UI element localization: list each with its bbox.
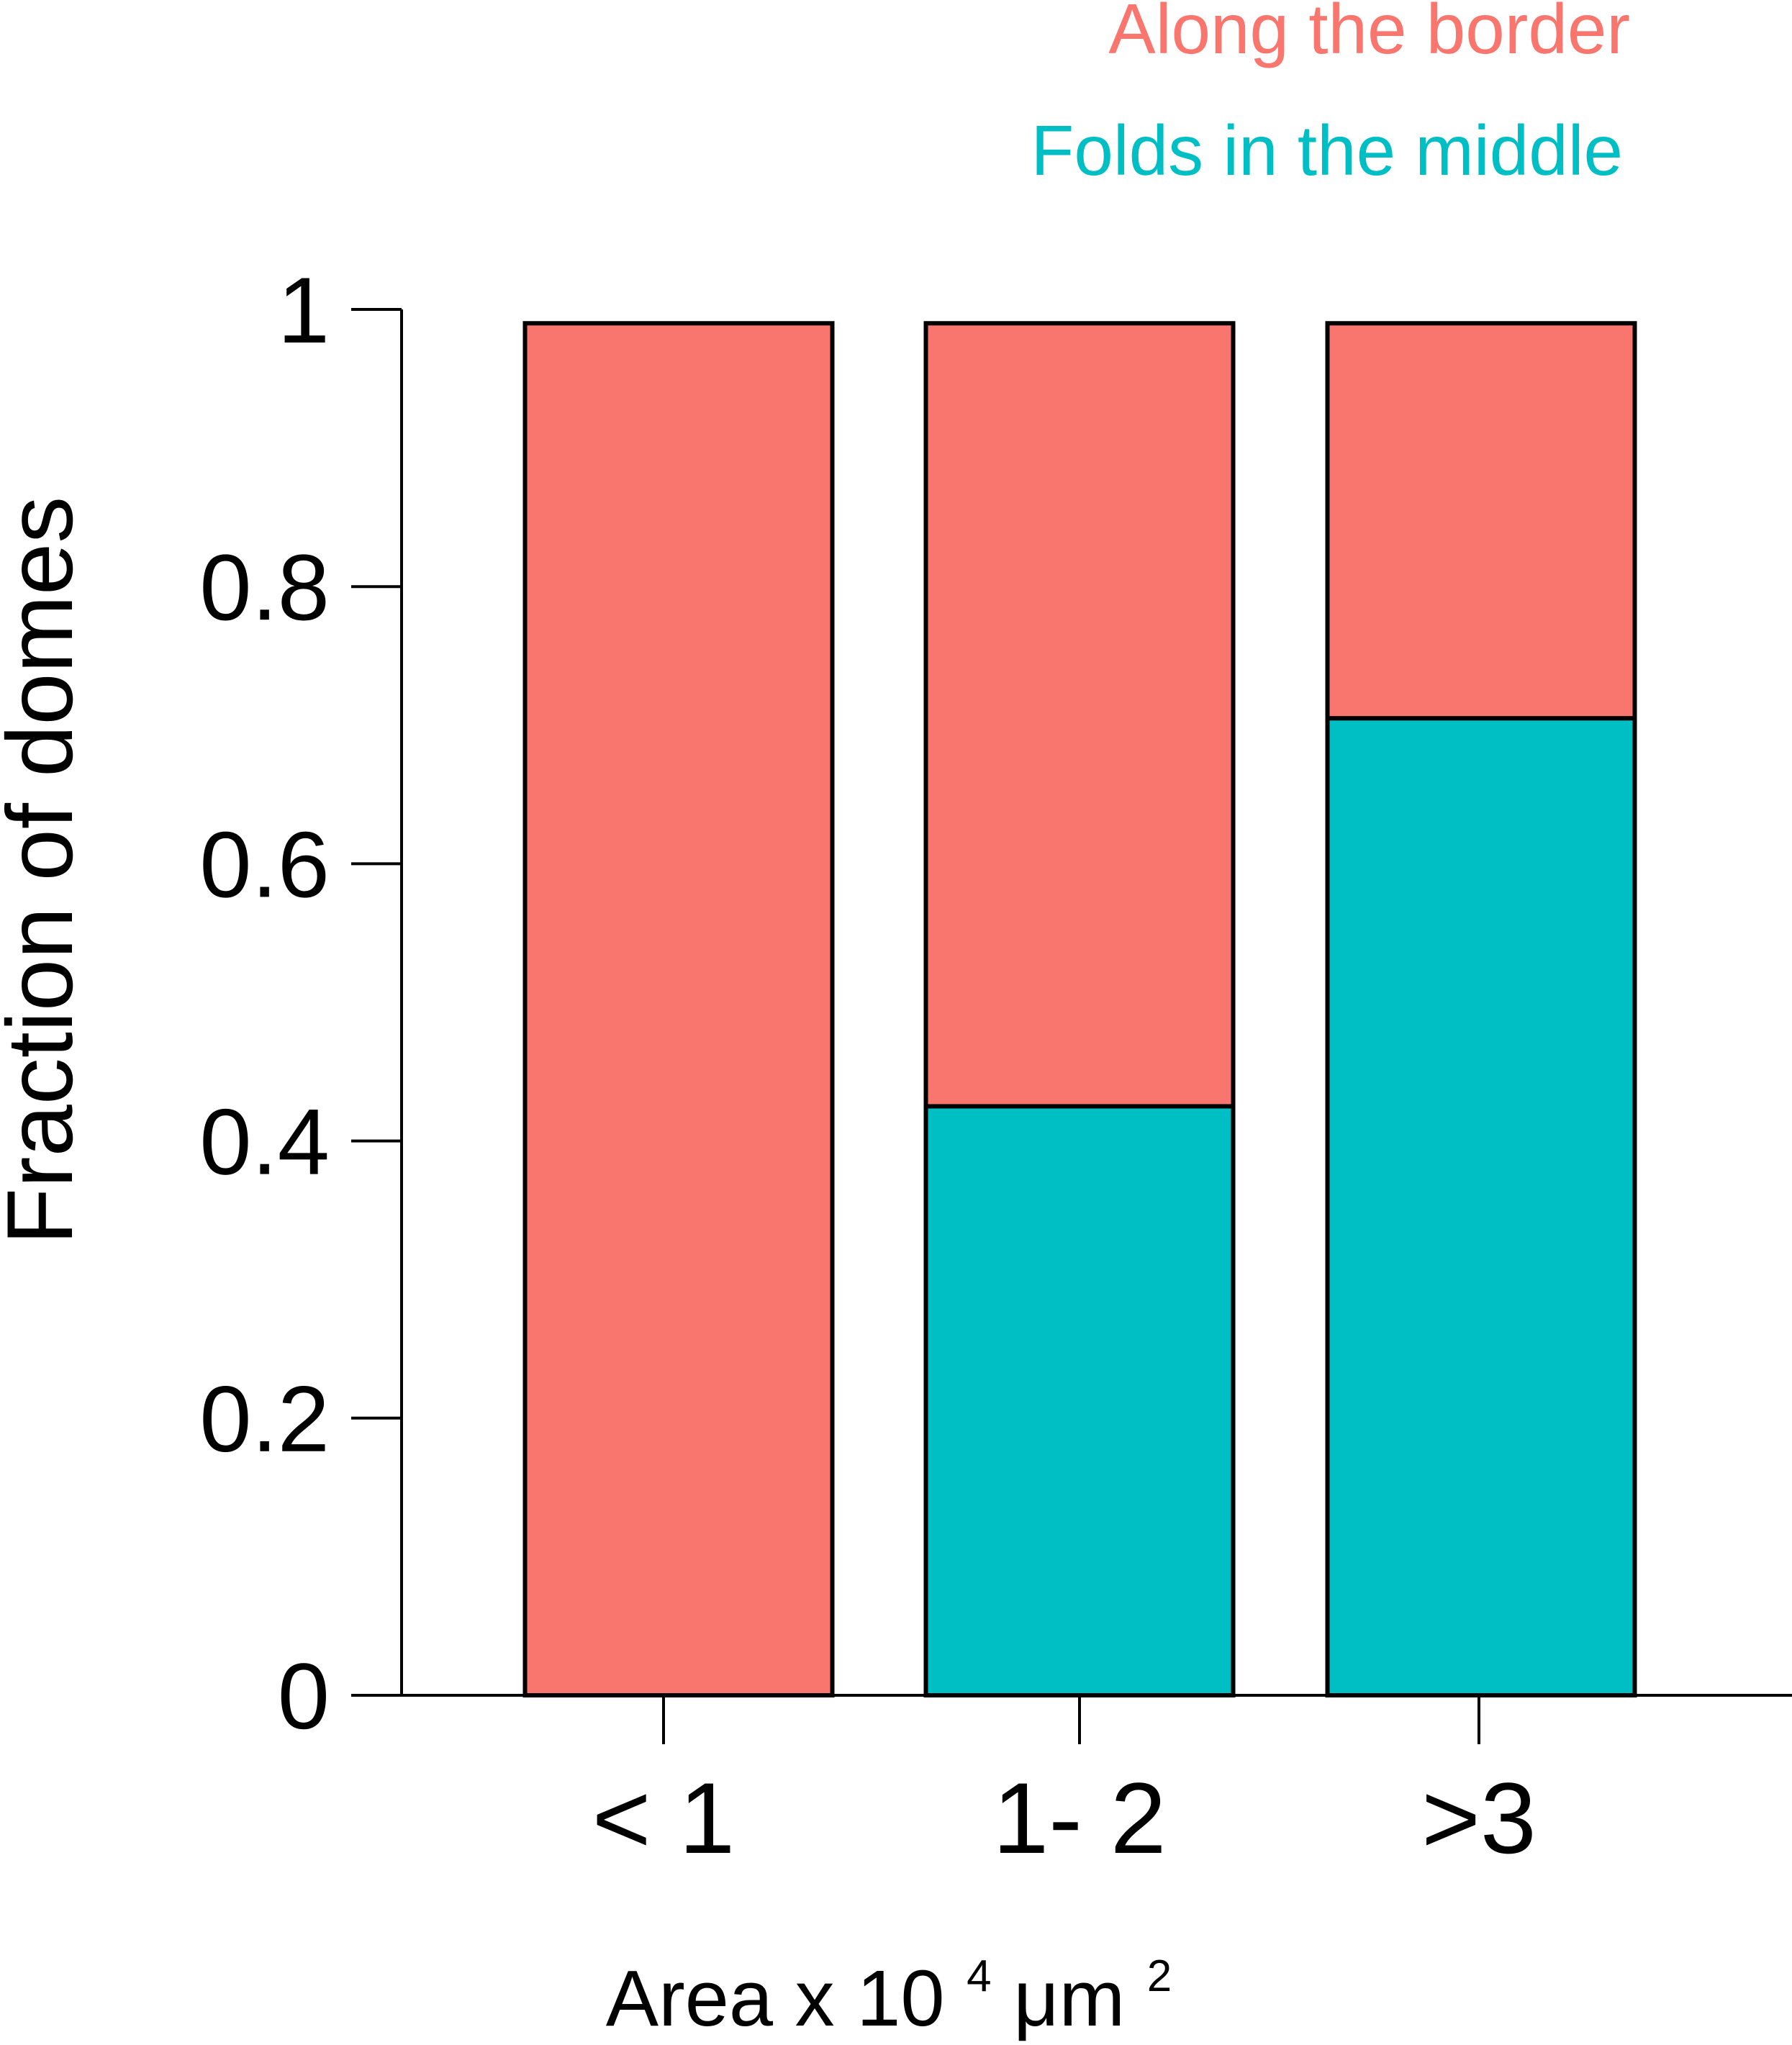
bar-segment-along-border-0 bbox=[522, 321, 835, 1697]
y-tick-label: 0.4 bbox=[199, 1089, 330, 1194]
x-axis-title-exponent-2: 2 bbox=[1147, 1951, 1172, 2001]
x-axis-title: Area x 10 4 μm 2 bbox=[606, 1920, 1172, 2043]
y-axis-title: Fraction of domes bbox=[0, 496, 92, 1245]
x-tick-label: < 1 bbox=[592, 1761, 736, 1874]
bar-segment-along-border-2 bbox=[1325, 321, 1637, 721]
bar-segment-folds-middle-2 bbox=[1325, 716, 1637, 1697]
y-tick-label: 0 bbox=[278, 1643, 330, 1749]
bars-group bbox=[522, 321, 1637, 1697]
x-axis-title-base: Area x 10 bbox=[606, 1954, 945, 2043]
y-axis: 0 0.2 0.4 0.6 0.8 1 bbox=[199, 258, 403, 1749]
legend-entry-folds-middle: Folds in the middle bbox=[1031, 111, 1623, 190]
bar-segment-folds-middle-1 bbox=[923, 1104, 1236, 1697]
x-tick-label: 1- 2 bbox=[992, 1761, 1166, 1874]
y-tick-label: 0.8 bbox=[199, 535, 330, 640]
x-axis-title-exponent-1: 4 bbox=[967, 1951, 991, 2001]
x-axis: < 1 1- 2 >3 bbox=[402, 1694, 1792, 1874]
x-tick-label: >3 bbox=[1421, 1761, 1537, 1874]
x-axis-title-unit: μm bbox=[1013, 1954, 1125, 2043]
y-tick-label: 0.2 bbox=[199, 1366, 330, 1472]
bar-segment-along-border-1 bbox=[923, 321, 1236, 1109]
y-tick-label: 0.6 bbox=[199, 812, 330, 917]
y-tick-label: 1 bbox=[278, 258, 330, 363]
legend-entry-along-border: Along the border bbox=[1108, 0, 1630, 68]
